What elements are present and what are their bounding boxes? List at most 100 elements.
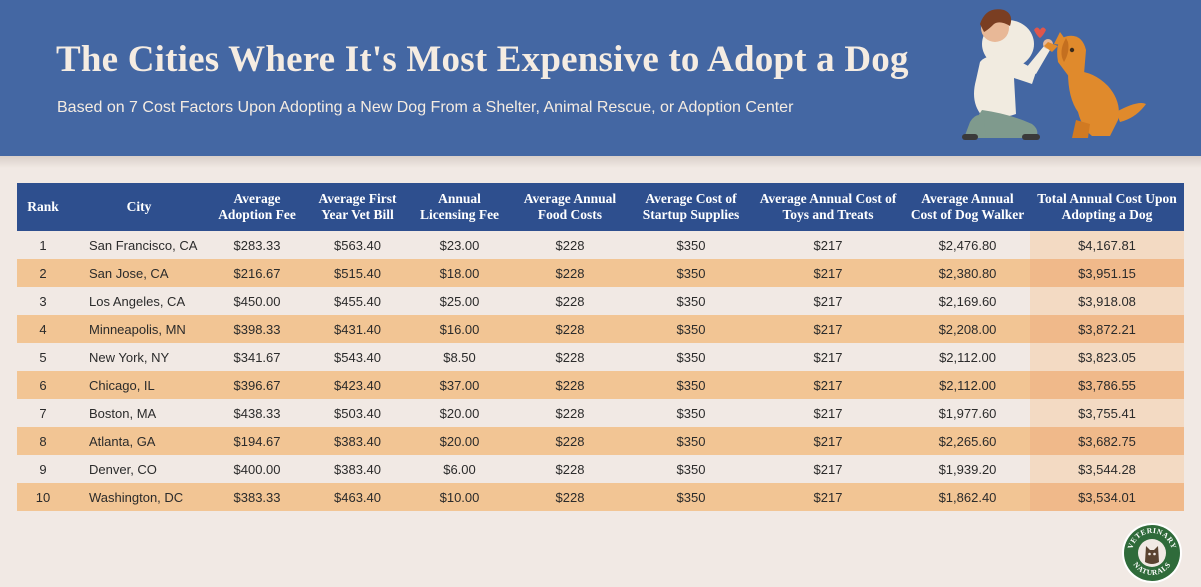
cell-total-cost: $3,872.21 xyxy=(1030,315,1184,343)
column-header-adoption-fee: Average Adoption Fee xyxy=(209,183,305,231)
cell-total-cost: $4,167.81 xyxy=(1030,231,1184,259)
cell-toys-treats: $217 xyxy=(751,231,905,259)
cell-adoption-fee: $438.33 xyxy=(209,399,305,427)
cell-adoption-fee: $216.67 xyxy=(209,259,305,287)
column-header-city: City xyxy=(69,183,209,231)
cell-startup-supplies: $350 xyxy=(631,343,751,371)
table-row: 3 Los Angeles, CA $450.00 $455.40 $25.00 $228… xyxy=(17,287,1184,315)
cell-city: San Francisco, CA xyxy=(69,231,209,259)
cell-rank: 2 xyxy=(17,259,69,287)
cell-startup-supplies: $350 xyxy=(631,287,751,315)
table-row: 8 Atlanta, GA $194.67 $383.40 $20.00 $228 $350… xyxy=(17,427,1184,455)
cell-startup-supplies: $350 xyxy=(631,399,751,427)
cell-food-costs: $228 xyxy=(509,287,631,315)
cell-vet-bill: $563.40 xyxy=(305,231,410,259)
cell-rank: 3 xyxy=(17,287,69,315)
cell-dog-walker: $2,112.00 xyxy=(905,343,1030,371)
cell-licensing-fee: $20.00 xyxy=(410,427,509,455)
cell-dog-walker: $2,169.60 xyxy=(905,287,1030,315)
cell-total-cost: $3,544.28 xyxy=(1030,455,1184,483)
cell-food-costs: $228 xyxy=(509,427,631,455)
table-row: 4 Minneapolis, MN $398.33 $431.40 $16.00 $228… xyxy=(17,315,1184,343)
cell-toys-treats: $217 xyxy=(751,427,905,455)
cell-rank: 10 xyxy=(17,483,69,511)
cell-vet-bill: $543.40 xyxy=(305,343,410,371)
cell-dog-walker: $1,977.60 xyxy=(905,399,1030,427)
cell-rank: 6 xyxy=(17,371,69,399)
cell-dog-walker: $1,939.20 xyxy=(905,455,1030,483)
cell-adoption-fee: $396.67 xyxy=(209,371,305,399)
cell-adoption-fee: $383.33 xyxy=(209,483,305,511)
cell-adoption-fee: $341.67 xyxy=(209,343,305,371)
cell-food-costs: $228 xyxy=(509,259,631,287)
column-header-rank: Rank xyxy=(17,183,69,231)
cell-total-cost: $3,682.75 xyxy=(1030,427,1184,455)
cell-toys-treats: $217 xyxy=(751,371,905,399)
table-header-row: Rank City Average Adoption Fee Average F… xyxy=(17,183,1184,231)
cell-total-cost: $3,951.15 xyxy=(1030,259,1184,287)
table-row: 5 New York, NY $341.67 $543.40 $8.50 $228 $350… xyxy=(17,343,1184,371)
cell-city: San Jose, CA xyxy=(69,259,209,287)
cell-toys-treats: $217 xyxy=(751,399,905,427)
cell-city: Los Angeles, CA xyxy=(69,287,209,315)
dog-badge-logo: VETERINARY NATURALS xyxy=(1122,523,1182,583)
cell-food-costs: $228 xyxy=(509,371,631,399)
column-header-vet-bill: Average First Year Vet Bill xyxy=(305,183,410,231)
cell-toys-treats: $217 xyxy=(751,287,905,315)
cell-adoption-fee: $194.67 xyxy=(209,427,305,455)
table-row: 1 San Francisco, CA $283.33 $563.40 $23.00 $2… xyxy=(17,231,1184,259)
cell-city: Minneapolis, MN xyxy=(69,315,209,343)
cell-toys-treats: $217 xyxy=(751,455,905,483)
cell-vet-bill: $383.40 xyxy=(305,427,410,455)
cell-vet-bill: $463.40 xyxy=(305,483,410,511)
cell-adoption-fee: $283.33 xyxy=(209,231,305,259)
cell-licensing-fee: $23.00 xyxy=(410,231,509,259)
cell-dog-walker: $2,112.00 xyxy=(905,371,1030,399)
cell-adoption-fee: $450.00 xyxy=(209,287,305,315)
cell-licensing-fee: $18.00 xyxy=(410,259,509,287)
cell-city: Atlanta, GA xyxy=(69,427,209,455)
cell-rank: 5 xyxy=(17,343,69,371)
cell-city: Washington, DC xyxy=(69,483,209,511)
table-row: 6 Chicago, IL $396.67 $423.40 $37.00 $228 $350… xyxy=(17,371,1184,399)
cell-toys-treats: $217 xyxy=(751,259,905,287)
column-header-licensing-fee: Annual Licensing Fee xyxy=(410,183,509,231)
cell-rank: 9 xyxy=(17,455,69,483)
column-header-total-cost: Total Annual Cost Upon Adopting a Dog xyxy=(1030,183,1184,231)
cost-table: Rank City Average Adoption Fee Average F… xyxy=(17,183,1184,511)
cell-vet-bill: $515.40 xyxy=(305,259,410,287)
cell-total-cost: $3,823.05 xyxy=(1030,343,1184,371)
cell-adoption-fee: $398.33 xyxy=(209,315,305,343)
cell-vet-bill: $383.40 xyxy=(305,455,410,483)
cell-dog-walker: $1,862.40 xyxy=(905,483,1030,511)
cell-toys-treats: $217 xyxy=(751,343,905,371)
cell-total-cost: $3,755.41 xyxy=(1030,399,1184,427)
cell-food-costs: $228 xyxy=(509,455,631,483)
cell-rank: 7 xyxy=(17,399,69,427)
table-row: 9 Denver, CO $400.00 $383.40 $6.00 $228 $350 $2… xyxy=(17,455,1184,483)
cell-food-costs: $228 xyxy=(509,231,631,259)
table-row: 10 Washington, DC $383.33 $463.40 $10.00 $228… xyxy=(17,483,1184,511)
cell-startup-supplies: $350 xyxy=(631,455,751,483)
cell-city: New York, NY xyxy=(69,343,209,371)
cell-food-costs: $228 xyxy=(509,399,631,427)
cell-licensing-fee: $37.00 xyxy=(410,371,509,399)
cell-food-costs: $228 xyxy=(509,343,631,371)
cell-vet-bill: $455.40 xyxy=(305,287,410,315)
cell-city: Chicago, IL xyxy=(69,371,209,399)
cell-total-cost: $3,534.01 xyxy=(1030,483,1184,511)
cell-startup-supplies: $350 xyxy=(631,371,751,399)
cell-rank: 4 xyxy=(17,315,69,343)
cell-startup-supplies: $350 xyxy=(631,427,751,455)
cell-licensing-fee: $16.00 xyxy=(410,315,509,343)
cell-startup-supplies: $350 xyxy=(631,231,751,259)
cell-dog-walker: $2,476.80 xyxy=(905,231,1030,259)
table-row: 7 Boston, MA $438.33 $503.40 $20.00 $228 $350 $… xyxy=(17,399,1184,427)
cell-total-cost: $3,786.55 xyxy=(1030,371,1184,399)
cell-licensing-fee: $25.00 xyxy=(410,287,509,315)
cell-licensing-fee: $10.00 xyxy=(410,483,509,511)
cell-licensing-fee: $20.00 xyxy=(410,399,509,427)
cell-total-cost: $3,918.08 xyxy=(1030,287,1184,315)
cell-startup-supplies: $350 xyxy=(631,483,751,511)
column-header-food-costs: Average Annual Food Costs xyxy=(509,183,631,231)
